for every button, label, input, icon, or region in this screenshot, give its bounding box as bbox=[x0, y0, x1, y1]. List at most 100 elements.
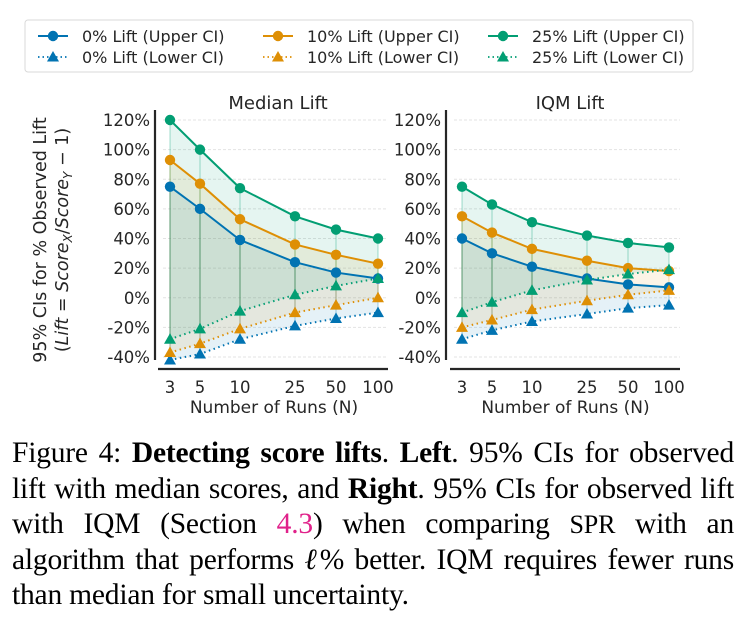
legend-label: 10% Lift (Lower CI) bbox=[307, 48, 459, 67]
data-point bbox=[194, 203, 206, 215]
legend-handle bbox=[263, 51, 293, 62]
ci-band-fill bbox=[170, 120, 378, 340]
legend: 0% Lift (Upper CI) 10% Lift (Upper CI) 25%… bbox=[24, 19, 694, 73]
legend-triangle-marker bbox=[497, 51, 509, 62]
legend-label: 10% Lift (Upper CI) bbox=[307, 27, 460, 46]
data-point bbox=[194, 178, 206, 189]
data-point bbox=[372, 272, 384, 283]
y-tick-label: 80% bbox=[404, 170, 441, 189]
legend-circle-marker bbox=[47, 30, 59, 42]
legend-triangle-marker bbox=[47, 51, 59, 62]
y-tick-label: 120% bbox=[394, 111, 441, 130]
section-link[interactable]: 4.3 bbox=[276, 508, 313, 540]
data-point bbox=[372, 258, 384, 269]
figure-caption: Figure 4: Detecting score lifts. Left. 9… bbox=[12, 436, 734, 614]
caption-ell: ℓ bbox=[304, 543, 320, 576]
x-tick-label: 5 bbox=[487, 378, 498, 397]
series-lower-0 bbox=[164, 306, 384, 365]
data-point bbox=[330, 249, 342, 260]
caption-text-5: % better. IQM requires fewer runs than m… bbox=[12, 543, 734, 612]
legend-handle bbox=[38, 51, 68, 62]
series-upper-25 bbox=[164, 114, 384, 244]
data-point bbox=[581, 255, 593, 266]
y-tick-label: 20% bbox=[113, 259, 150, 278]
data-point bbox=[456, 306, 468, 318]
data-point bbox=[663, 284, 675, 295]
series-line bbox=[169, 296, 379, 354]
data-point bbox=[330, 299, 342, 310]
data-point bbox=[456, 233, 468, 244]
y-tick-label: 0% bbox=[415, 289, 441, 308]
data-point bbox=[234, 182, 246, 194]
data-point bbox=[289, 211, 301, 222]
series-upper-25 bbox=[456, 181, 675, 253]
data-point bbox=[372, 306, 384, 318]
series-line bbox=[169, 159, 379, 265]
data-point bbox=[330, 267, 342, 278]
data-point bbox=[194, 322, 206, 334]
panel-title: Median Lift bbox=[228, 93, 327, 114]
data-point bbox=[486, 199, 498, 210]
series-line bbox=[461, 268, 670, 314]
legend-entry: 10% Lift (Lower CI) bbox=[263, 48, 459, 67]
data-point bbox=[663, 263, 675, 275]
y-tick-label: 40% bbox=[113, 230, 150, 249]
data-point bbox=[622, 302, 634, 313]
data-point bbox=[526, 303, 538, 315]
x-tick-label: 25 bbox=[285, 378, 306, 397]
data-point bbox=[372, 233, 384, 244]
y-tick-label: 40% bbox=[404, 230, 441, 249]
series-line bbox=[461, 215, 670, 273]
x-tick-label: 100 bbox=[653, 378, 685, 397]
data-point bbox=[486, 248, 498, 259]
y-axis-label-line2: (Lift = ScoreX/ScoreY − 1) bbox=[53, 128, 75, 352]
y-tick-label: 100% bbox=[103, 141, 150, 160]
caption-text-1: . 95% CIs for observed lift with median … bbox=[12, 437, 734, 505]
data-point bbox=[581, 294, 593, 306]
x-tick-label: 10 bbox=[230, 378, 251, 397]
y-axis-label-line1: 95% CIs for % Observed Lift bbox=[31, 117, 51, 363]
caption-figure-label: Figure 4: bbox=[12, 437, 132, 469]
legend-label: 0% Lift (Lower CI) bbox=[82, 48, 224, 67]
series-line bbox=[169, 185, 379, 280]
data-point bbox=[581, 273, 593, 285]
data-point bbox=[663, 242, 675, 253]
legend-entry: 25% Lift (Lower CI) bbox=[488, 48, 684, 67]
x-axis-label: Number of Runs (N) bbox=[481, 398, 649, 418]
series-line bbox=[461, 304, 670, 341]
data-point bbox=[663, 299, 675, 310]
y-tick-label: 60% bbox=[113, 200, 150, 219]
data-point bbox=[164, 353, 176, 365]
legend-label: 25% Lift (Upper CI) bbox=[532, 27, 685, 46]
data-point bbox=[194, 337, 206, 349]
data-point bbox=[289, 306, 301, 318]
data-point bbox=[234, 234, 246, 246]
figure: 0% Lift (Upper CI) 10% Lift (Upper CI) 25%… bbox=[24, 19, 694, 418]
caption-separator: . bbox=[381, 437, 400, 469]
series-lower-10 bbox=[164, 291, 384, 358]
x-tick-label: 50 bbox=[618, 378, 639, 397]
x-tick-label: 50 bbox=[326, 378, 347, 397]
data-point bbox=[289, 239, 301, 250]
x-axis-label: Number of Runs (N) bbox=[190, 398, 358, 418]
data-point bbox=[486, 296, 498, 307]
series-lower-25 bbox=[164, 272, 384, 344]
data-point bbox=[194, 348, 206, 359]
caption-text-4: with an algorithm that performs bbox=[12, 508, 734, 576]
legend-label: 25% Lift (Lower CI) bbox=[532, 48, 684, 67]
data-point bbox=[164, 154, 176, 166]
legend-handle bbox=[488, 51, 518, 62]
data-point bbox=[622, 237, 634, 249]
series-line bbox=[461, 185, 670, 249]
data-point bbox=[234, 333, 246, 344]
series-line bbox=[461, 289, 670, 329]
data-point bbox=[164, 333, 176, 344]
legend-triangle-marker bbox=[272, 51, 284, 62]
data-point bbox=[456, 181, 468, 192]
data-point bbox=[289, 319, 301, 331]
panel-title: IQM Lift bbox=[536, 93, 605, 114]
caption-left-label: Left bbox=[399, 437, 452, 469]
data-point bbox=[289, 288, 301, 300]
y-tick-label: 60% bbox=[404, 200, 441, 219]
